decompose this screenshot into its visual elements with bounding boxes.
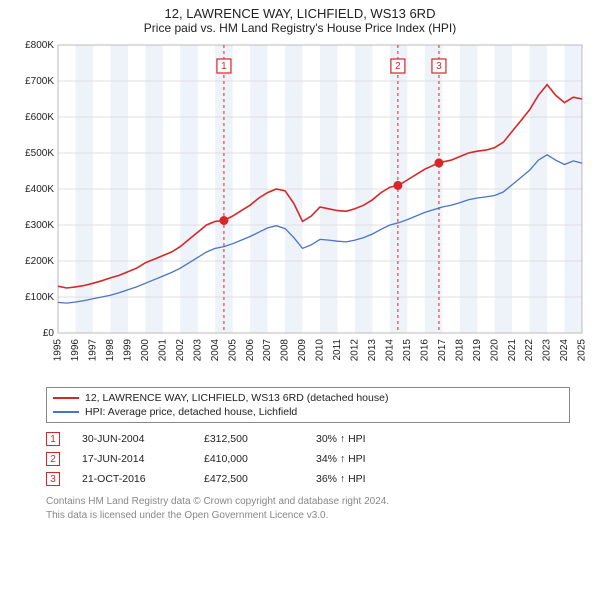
svg-text:£500K: £500K xyxy=(25,148,54,159)
svg-text:2009: 2009 xyxy=(297,339,308,362)
svg-text:2014: 2014 xyxy=(385,339,396,362)
svg-text:2024: 2024 xyxy=(559,339,570,362)
svg-text:1997: 1997 xyxy=(88,339,99,362)
legend-label: HPI: Average price, detached house, Lich… xyxy=(85,406,297,418)
svg-text:2005: 2005 xyxy=(227,339,238,362)
svg-text:2025: 2025 xyxy=(577,339,588,362)
legend-item: HPI: Average price, detached house, Lich… xyxy=(53,405,563,419)
svg-text:£0: £0 xyxy=(43,328,55,339)
svg-text:2004: 2004 xyxy=(210,339,221,362)
svg-text:2006: 2006 xyxy=(245,339,256,362)
event-pct: 36% ↑ HPI xyxy=(316,473,426,485)
attribution-line1: Contains HM Land Registry data © Crown c… xyxy=(46,495,570,509)
event-date: 17-JUN-2014 xyxy=(82,453,182,465)
svg-text:2010: 2010 xyxy=(315,339,326,362)
chart-legend: 12, LAWRENCE WAY, LICHFIELD, WS13 6RD (d… xyxy=(46,387,570,423)
events-table: 1 30-JUN-2004 £312,500 30% ↑ HPI 2 17-JUN-201… xyxy=(46,429,570,489)
svg-text:2017: 2017 xyxy=(437,339,448,362)
svg-text:2001: 2001 xyxy=(157,339,168,362)
svg-text:2022: 2022 xyxy=(524,339,535,362)
svg-text:2013: 2013 xyxy=(367,339,378,362)
svg-text:2: 2 xyxy=(395,61,401,72)
svg-text:£400K: £400K xyxy=(25,184,54,195)
svg-text:1995: 1995 xyxy=(53,339,64,362)
legend-swatch xyxy=(53,397,79,399)
legend-label: 12, LAWRENCE WAY, LICHFIELD, WS13 6RD (d… xyxy=(85,392,388,404)
chart-subtitle: Price paid vs. HM Land Registry's House … xyxy=(10,21,590,35)
svg-text:£100K: £100K xyxy=(25,292,54,303)
svg-text:£800K: £800K xyxy=(25,40,54,51)
svg-text:1996: 1996 xyxy=(70,339,81,362)
chart-svg: £0 £100K £200K £300K £400K £500K £600K £700K £80… xyxy=(12,39,588,379)
event-price: £312,500 xyxy=(204,433,294,445)
event-row: 1 30-JUN-2004 £312,500 30% ↑ HPI xyxy=(46,429,570,449)
svg-text:1999: 1999 xyxy=(123,339,134,362)
svg-text:1998: 1998 xyxy=(105,339,116,362)
attribution-line2: This data is licensed under the Open Gov… xyxy=(46,509,570,523)
svg-text:£200K: £200K xyxy=(25,256,54,267)
svg-text:2015: 2015 xyxy=(402,339,413,362)
svg-text:3: 3 xyxy=(436,61,442,72)
svg-text:£300K: £300K xyxy=(25,220,54,231)
svg-text:2003: 2003 xyxy=(192,339,203,362)
event-row: 2 17-JUN-2014 £410,000 34% ↑ HPI xyxy=(46,449,570,469)
legend-swatch xyxy=(53,411,79,413)
svg-text:2023: 2023 xyxy=(542,339,553,362)
svg-text:2016: 2016 xyxy=(419,339,430,362)
event-badge: 2 xyxy=(46,452,60,466)
svg-text:2012: 2012 xyxy=(350,339,361,362)
svg-text:2021: 2021 xyxy=(507,339,518,362)
svg-text:2002: 2002 xyxy=(175,339,186,362)
svg-text:£600K: £600K xyxy=(25,112,54,123)
chart-title: 12, LAWRENCE WAY, LICHFIELD, WS13 6RD xyxy=(10,6,590,21)
svg-text:2019: 2019 xyxy=(472,339,483,362)
svg-text:2008: 2008 xyxy=(280,339,291,362)
svg-text:2011: 2011 xyxy=(332,339,343,361)
svg-text:1: 1 xyxy=(221,61,227,72)
event-date: 30-JUN-2004 xyxy=(82,433,182,445)
event-badge: 3 xyxy=(46,472,60,486)
event-pct: 34% ↑ HPI xyxy=(316,453,426,465)
svg-text:£700K: £700K xyxy=(25,76,54,87)
legend-item: 12, LAWRENCE WAY, LICHFIELD, WS13 6RD (d… xyxy=(53,391,563,405)
event-price: £410,000 xyxy=(204,453,294,465)
svg-text:2007: 2007 xyxy=(262,339,273,362)
svg-text:2020: 2020 xyxy=(489,339,500,362)
event-date: 21-OCT-2016 xyxy=(82,473,182,485)
attribution: Contains HM Land Registry data © Crown c… xyxy=(46,495,570,522)
event-badge: 1 xyxy=(46,432,60,446)
svg-text:2018: 2018 xyxy=(454,339,465,362)
chart-area: £0 £100K £200K £300K £400K £500K £600K £700K £80… xyxy=(12,39,588,379)
event-row: 3 21-OCT-2016 £472,500 36% ↑ HPI xyxy=(46,469,570,489)
svg-text:2000: 2000 xyxy=(140,339,151,362)
event-pct: 30% ↑ HPI xyxy=(316,433,426,445)
event-price: £472,500 xyxy=(204,473,294,485)
